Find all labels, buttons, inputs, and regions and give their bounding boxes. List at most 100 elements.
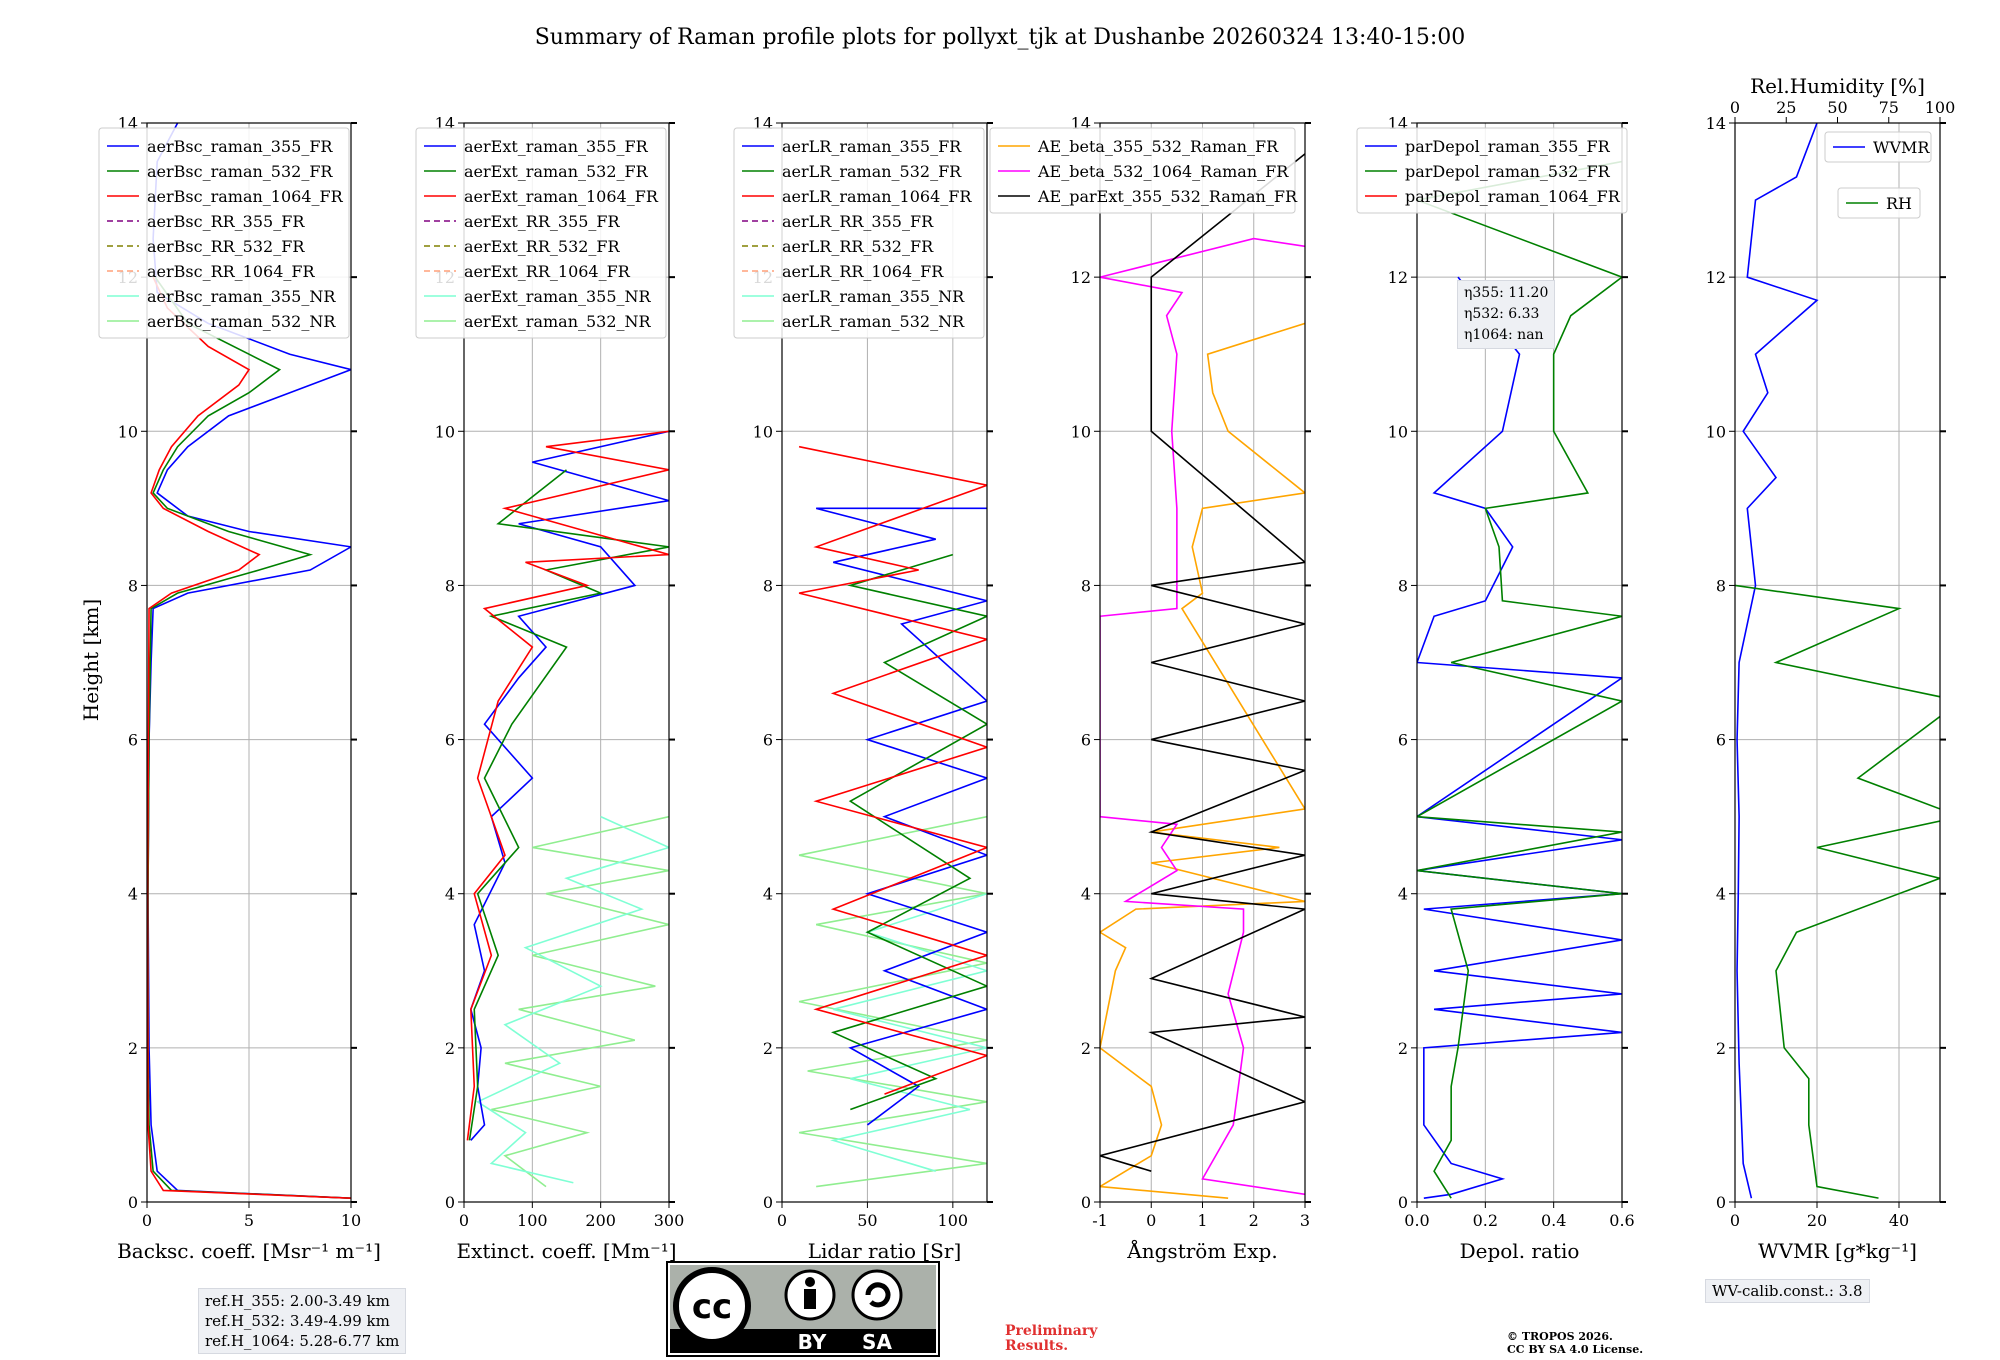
y-tick-label: 2 <box>1398 1039 1408 1058</box>
series-aerBsc_raman_532_FR <box>147 276 351 1199</box>
legend-label: parDepol_raman_355_FR <box>1405 137 1611 156</box>
y-tick-label: 6 <box>763 731 773 750</box>
legend-box <box>1356 127 1628 214</box>
y-tick-label: 12 <box>1706 268 1726 287</box>
legend-label: aerExt_raman_532_NR <box>464 312 652 331</box>
x-axis-label-lr: Lidar ratio [Sr] <box>808 1239 962 1263</box>
x2-tick-label: 100 <box>1925 98 1956 117</box>
y-tick-label: 0 <box>128 1193 138 1212</box>
legend-label: parDepol_raman_1064_FR <box>1405 187 1621 206</box>
y-tick-label: 8 <box>763 576 773 595</box>
y-tick-label: 10 <box>435 422 455 441</box>
legend-label: aerLR_raman_532_FR <box>782 162 962 181</box>
y-tick-label: 0 <box>1398 1193 1408 1212</box>
y-tick-label: 4 <box>128 885 138 904</box>
legend-label: WVMR <box>1873 138 1930 157</box>
cc-by-sa-logo[interactable]: cc BY SA <box>666 1261 940 1357</box>
x2-tick-label: 25 <box>1776 98 1796 117</box>
x-tick-label: 0.4 <box>1541 1211 1566 1230</box>
x-tick-label: 1 <box>1197 1211 1207 1230</box>
x-tick-label: 100 <box>517 1211 548 1230</box>
eta-1064: η1064: nan <box>1464 327 1544 343</box>
legend-ext: aerExt_raman_355_FR aerExt_raman_532_FRae… <box>415 127 667 339</box>
legend-label: aerLR_RR_532_FR <box>782 237 934 256</box>
x2-axis-label: Rel.Humidity [%] <box>1750 74 1925 98</box>
y-tick-label: 8 <box>445 576 455 595</box>
legend-ae: AE_beta_355_532_Raman_FR AE_beta_532_1064… <box>989 127 1298 214</box>
y-tick-label: 0 <box>763 1193 773 1212</box>
x-tick-label: 0 <box>459 1211 469 1230</box>
legend-label: aerBsc_raman_532_NR <box>147 312 336 331</box>
y-tick-label: 6 <box>445 731 455 750</box>
legend-label: aerExt_raman_355_NR <box>464 287 652 306</box>
legend-rh: RH <box>1837 187 1921 219</box>
series-aerBsc_raman_1064_FR <box>147 276 351 1199</box>
x-axis-label-bsc: Backsc. coeff. [Msr⁻¹ m⁻¹] <box>117 1239 381 1263</box>
y-tick-label: 6 <box>1398 731 1408 750</box>
x-axis-label-ext: Extinct. coeff. [Mm⁻¹] <box>456 1239 676 1263</box>
y-tick-label: 2 <box>1081 1039 1091 1058</box>
x-tick-label: -1 <box>1092 1211 1108 1230</box>
license-line-1: © TROPOS 2026. <box>1507 1330 1613 1343</box>
series-parDepol_raman_355_FR <box>1417 276 1622 1199</box>
y-tick-label: 2 <box>763 1039 773 1058</box>
y-tick-label: 12 <box>1071 268 1091 287</box>
wv-calibration-box: WV-calib.const.: 3.8 <box>1705 1279 1870 1303</box>
series-aerExt_raman_532_FR <box>468 469 669 1141</box>
ref-h-1064: ref.H_1064: 5.28-6.77 km <box>205 1332 400 1350</box>
legend-box <box>989 127 1296 214</box>
legend-label: AE_beta_532_1064_Raman_FR <box>1037 162 1289 181</box>
by-label: BY <box>798 1330 827 1354</box>
axes-frame <box>1416 122 1623 1203</box>
series-aerExt_raman_1064_FR <box>466 430 669 1141</box>
eta-box: η355: 11.20 η532: 6.33 η1064: nan <box>1457 280 1556 349</box>
series-RH <box>1735 584 1940 1199</box>
x-tick-label: 40 <box>1889 1211 1909 1230</box>
legend-label: aerExt_raman_1064_FR <box>464 187 659 206</box>
x-axis-label-wv: WVMR [g*kg⁻¹] <box>1758 1239 1917 1263</box>
cc-text: cc <box>692 1287 732 1327</box>
license-note: © TROPOS 2026. CC BY SA 4.0 License. <box>1507 1330 1643 1356</box>
ref-h-532: ref.H_532: 3.49-4.99 km <box>205 1312 390 1330</box>
x-tick-label: 3 <box>1300 1211 1310 1230</box>
legend-label: aerExt_RR_1064_FR <box>464 262 631 281</box>
legend-label: RH <box>1886 194 1912 213</box>
y-tick-label: 0 <box>1081 1193 1091 1212</box>
y-tick-label: 6 <box>128 731 138 750</box>
x-tick-label: 300 <box>654 1211 685 1230</box>
y-tick-label: 12 <box>1388 268 1408 287</box>
legend-box <box>1824 131 1932 163</box>
y-tick-label: 8 <box>1716 576 1726 595</box>
sa-label: SA <box>862 1330 892 1354</box>
legend-label: parDepol_raman_532_FR <box>1405 162 1611 181</box>
y-tick-label: 6 <box>1081 731 1091 750</box>
y-tick-label: 8 <box>128 576 138 595</box>
eta-532: η532: 6.33 <box>1464 306 1540 322</box>
x-tick-label: 0 <box>1730 1211 1740 1230</box>
legend-label: aerBsc_raman_532_FR <box>147 162 333 181</box>
x-tick-label: 0 <box>142 1211 152 1230</box>
x-tick-label: 0 <box>777 1211 787 1230</box>
x2-tick-label: 50 <box>1827 98 1847 117</box>
series-AE_beta_532_1064_Raman_FR <box>1100 237 1305 1196</box>
legend-label: aerLR_raman_355_NR <box>782 287 965 306</box>
x-tick-label: 0 <box>1146 1211 1156 1230</box>
preliminary-line-2: Results. <box>1005 1338 1069 1354</box>
legend-box <box>733 127 985 339</box>
y-tick-label: 2 <box>1716 1039 1726 1058</box>
y-tick-label: 10 <box>753 422 773 441</box>
legend-label: aerBsc_RR_532_FR <box>147 237 305 256</box>
legend-label: aerExt_RR_532_FR <box>464 237 621 256</box>
legend-label: aerBsc_raman_1064_FR <box>147 187 344 206</box>
y-tick-label: 10 <box>1071 422 1091 441</box>
series-parDepol_raman_532_FR <box>1417 160 1622 1199</box>
y-tick-label: 14 <box>1706 114 1726 133</box>
series-aerLR_raman_1064_FR <box>798 445 987 1095</box>
legend-label: aerLR_raman_532_NR <box>782 312 965 331</box>
axes-frame <box>1734 122 1941 1203</box>
panel-lr: 02468101214050100Lidar ratio [Sr]aerLR_r… <box>733 114 993 1263</box>
series-aerExt_raman_532_NR <box>491 815 669 1188</box>
x-tick-label: 0.2 <box>1473 1211 1498 1230</box>
